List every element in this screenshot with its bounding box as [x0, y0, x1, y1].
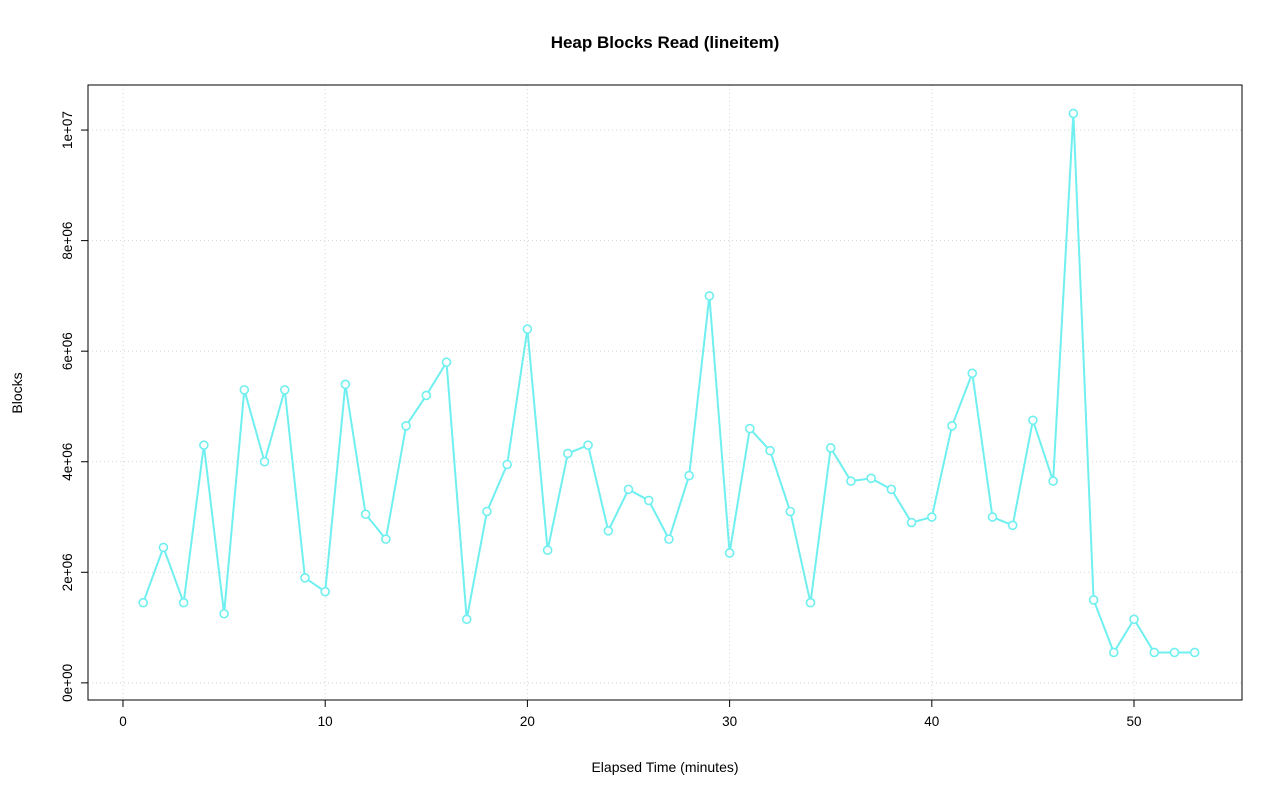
data-point-marker: [522, 324, 533, 334]
y-axis-tick-label: 2e+06: [60, 553, 75, 591]
data-point-marker: [158, 542, 169, 553]
y-axis-tick-label: 0e+00: [60, 664, 75, 702]
y-axis-label: Blocks: [9, 372, 25, 413]
data-point-marker: [1189, 647, 1200, 658]
data-point-marker: [1169, 647, 1180, 658]
data-point-marker: [704, 291, 715, 301]
data-point-marker: [360, 509, 371, 520]
data-point-marker: [542, 545, 553, 555]
data-point-marker: [1088, 595, 1099, 605]
data-point-marker: [1007, 520, 1018, 531]
data-point-marker: [886, 484, 897, 495]
data-point-marker: [846, 476, 856, 486]
data-point-marker: [1028, 415, 1038, 426]
data-point-marker: [745, 423, 755, 434]
data-point-marker: [482, 506, 492, 517]
x-axis-label: Elapsed Time (minutes): [591, 759, 738, 775]
data-point-marker: [1149, 647, 1160, 658]
data-point-marker: [1109, 647, 1119, 658]
data-point-marker: [138, 597, 149, 608]
data-point-marker: [320, 586, 330, 597]
data-point-marker: [967, 368, 978, 379]
data-point-marker: [279, 385, 290, 395]
x-axis-tick-label: 40: [924, 714, 939, 729]
data-point-marker: [987, 512, 998, 522]
data-point-marker: [1129, 614, 1139, 625]
data-point-marker: [583, 440, 593, 450]
data-point-marker: [927, 512, 937, 522]
data-point-marker: [381, 534, 391, 544]
data-point-marker: [643, 495, 654, 506]
data-point-marker: [684, 470, 694, 481]
data-point-marker: [623, 484, 634, 495]
data-point-marker: [502, 459, 512, 470]
y-axis-tick-label: 6e+06: [60, 332, 75, 370]
chart-title: Heap Blocks Read (lineitem): [551, 33, 780, 52]
data-line: [142, 112, 1196, 654]
x-axis-tick-label: 30: [722, 714, 737, 729]
data-point-marker: [785, 506, 796, 517]
x-axis-tick-label: 20: [520, 714, 535, 729]
data-point-marker: [825, 443, 836, 453]
x-axis-tick-label: 10: [318, 714, 333, 729]
data-point-marker: [219, 608, 229, 619]
data-point-marker: [603, 526, 614, 536]
data-point-marker: [1048, 476, 1058, 486]
data-point-marker: [563, 448, 573, 459]
plot-box: [87, 84, 1243, 701]
data-point-marker: [1068, 108, 1079, 119]
data-point-marker: [421, 390, 432, 401]
data-point-marker: [724, 548, 735, 558]
data-point-marker: [947, 421, 957, 431]
data-point-marker: [300, 573, 310, 583]
y-axis-tick-label: 1e+07: [60, 111, 75, 149]
y-axis-tick-label: 8e+06: [60, 222, 75, 260]
data-point-marker: [765, 445, 775, 456]
data-point-marker: [805, 597, 816, 608]
data-point-marker: [259, 456, 270, 467]
data-point-marker: [866, 473, 876, 484]
data-point-marker: [441, 357, 452, 368]
y-axis-tick-label: 4e+06: [60, 443, 75, 481]
plot-area: 0 10 20 30 40 50 0e+00 2e+06 4e+06 6e+06 8e+06 1e+0…: [60, 84, 1243, 729]
data-point-marker: [340, 379, 351, 390]
data-point-marker: [239, 385, 250, 395]
data-point-marker: [664, 534, 674, 544]
data-point-marker: [178, 597, 189, 608]
data-point-marker: [461, 614, 472, 625]
data-point-marker: [906, 517, 917, 528]
x-axis-tick-label: 0: [119, 714, 127, 729]
x-axis-tick-label: 50: [1127, 714, 1142, 729]
data-point-marker: [401, 421, 411, 431]
data-point-marker: [199, 440, 209, 450]
